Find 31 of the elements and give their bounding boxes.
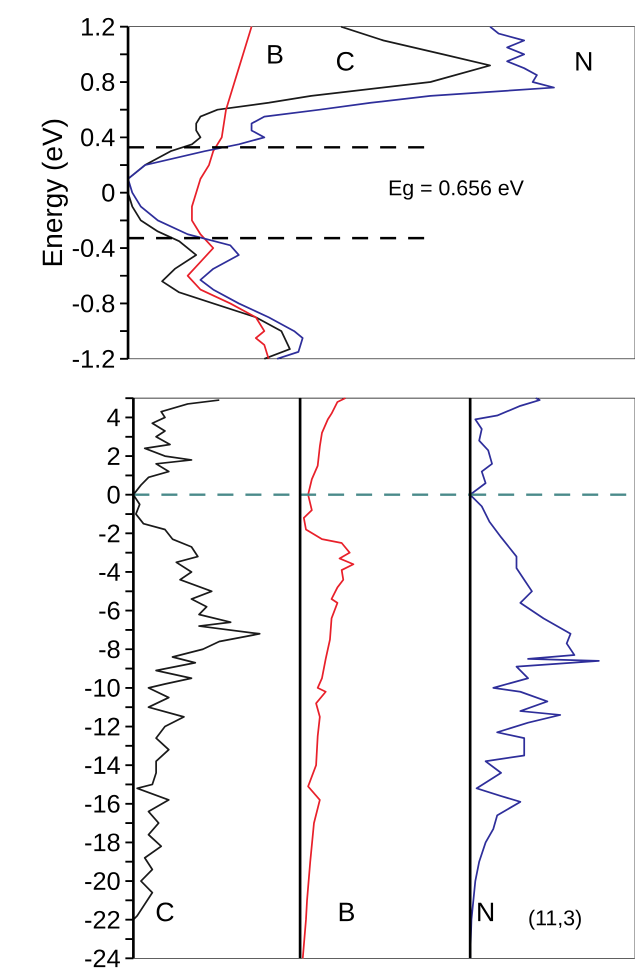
y-tick-label: 0.8 — [81, 73, 114, 91]
y-tick-label: -0.8 — [72, 294, 114, 312]
y-tick-label: 0 — [102, 184, 114, 202]
y-tick-label: -24 — [85, 949, 120, 968]
annotation: (11,3) — [529, 910, 581, 930]
y-tick-label: -4 — [99, 563, 120, 581]
y-tick-label: 1.2 — [82, 18, 114, 36]
y-tick-label: 0.4 — [81, 128, 115, 146]
series-label: B — [268, 45, 283, 64]
series-label: C — [156, 902, 174, 922]
y-tick-label: -8 — [99, 640, 120, 658]
y-tick-label: -6 — [99, 602, 120, 620]
y-tick-label: -18 — [85, 833, 120, 852]
y-tick-label: -20 — [85, 872, 120, 890]
y-tick-label: -10 — [85, 678, 120, 697]
y-tick-label: 2 — [108, 447, 120, 465]
annotation: Eg = 0.656 eV — [390, 180, 524, 200]
series-label: N — [576, 52, 592, 70]
y-tick-label: 4 — [107, 408, 120, 426]
y-axis-title: Energy (eV) — [42, 120, 68, 266]
series-label: N — [478, 902, 494, 922]
y-tick-label: -16 — [85, 794, 120, 813]
y-tick-label: -22 — [85, 910, 120, 929]
y-tick-label: -2 — [99, 524, 120, 542]
series-label: B — [340, 902, 354, 922]
y-tick-label: -12 — [85, 718, 120, 736]
y-tick-label: -1.2 — [72, 350, 114, 368]
y-tick-label: -14 — [85, 756, 120, 774]
y-tick-label: -0.4 — [72, 239, 115, 258]
series-label: C — [337, 52, 354, 71]
y-tick-label: 0 — [108, 486, 120, 504]
